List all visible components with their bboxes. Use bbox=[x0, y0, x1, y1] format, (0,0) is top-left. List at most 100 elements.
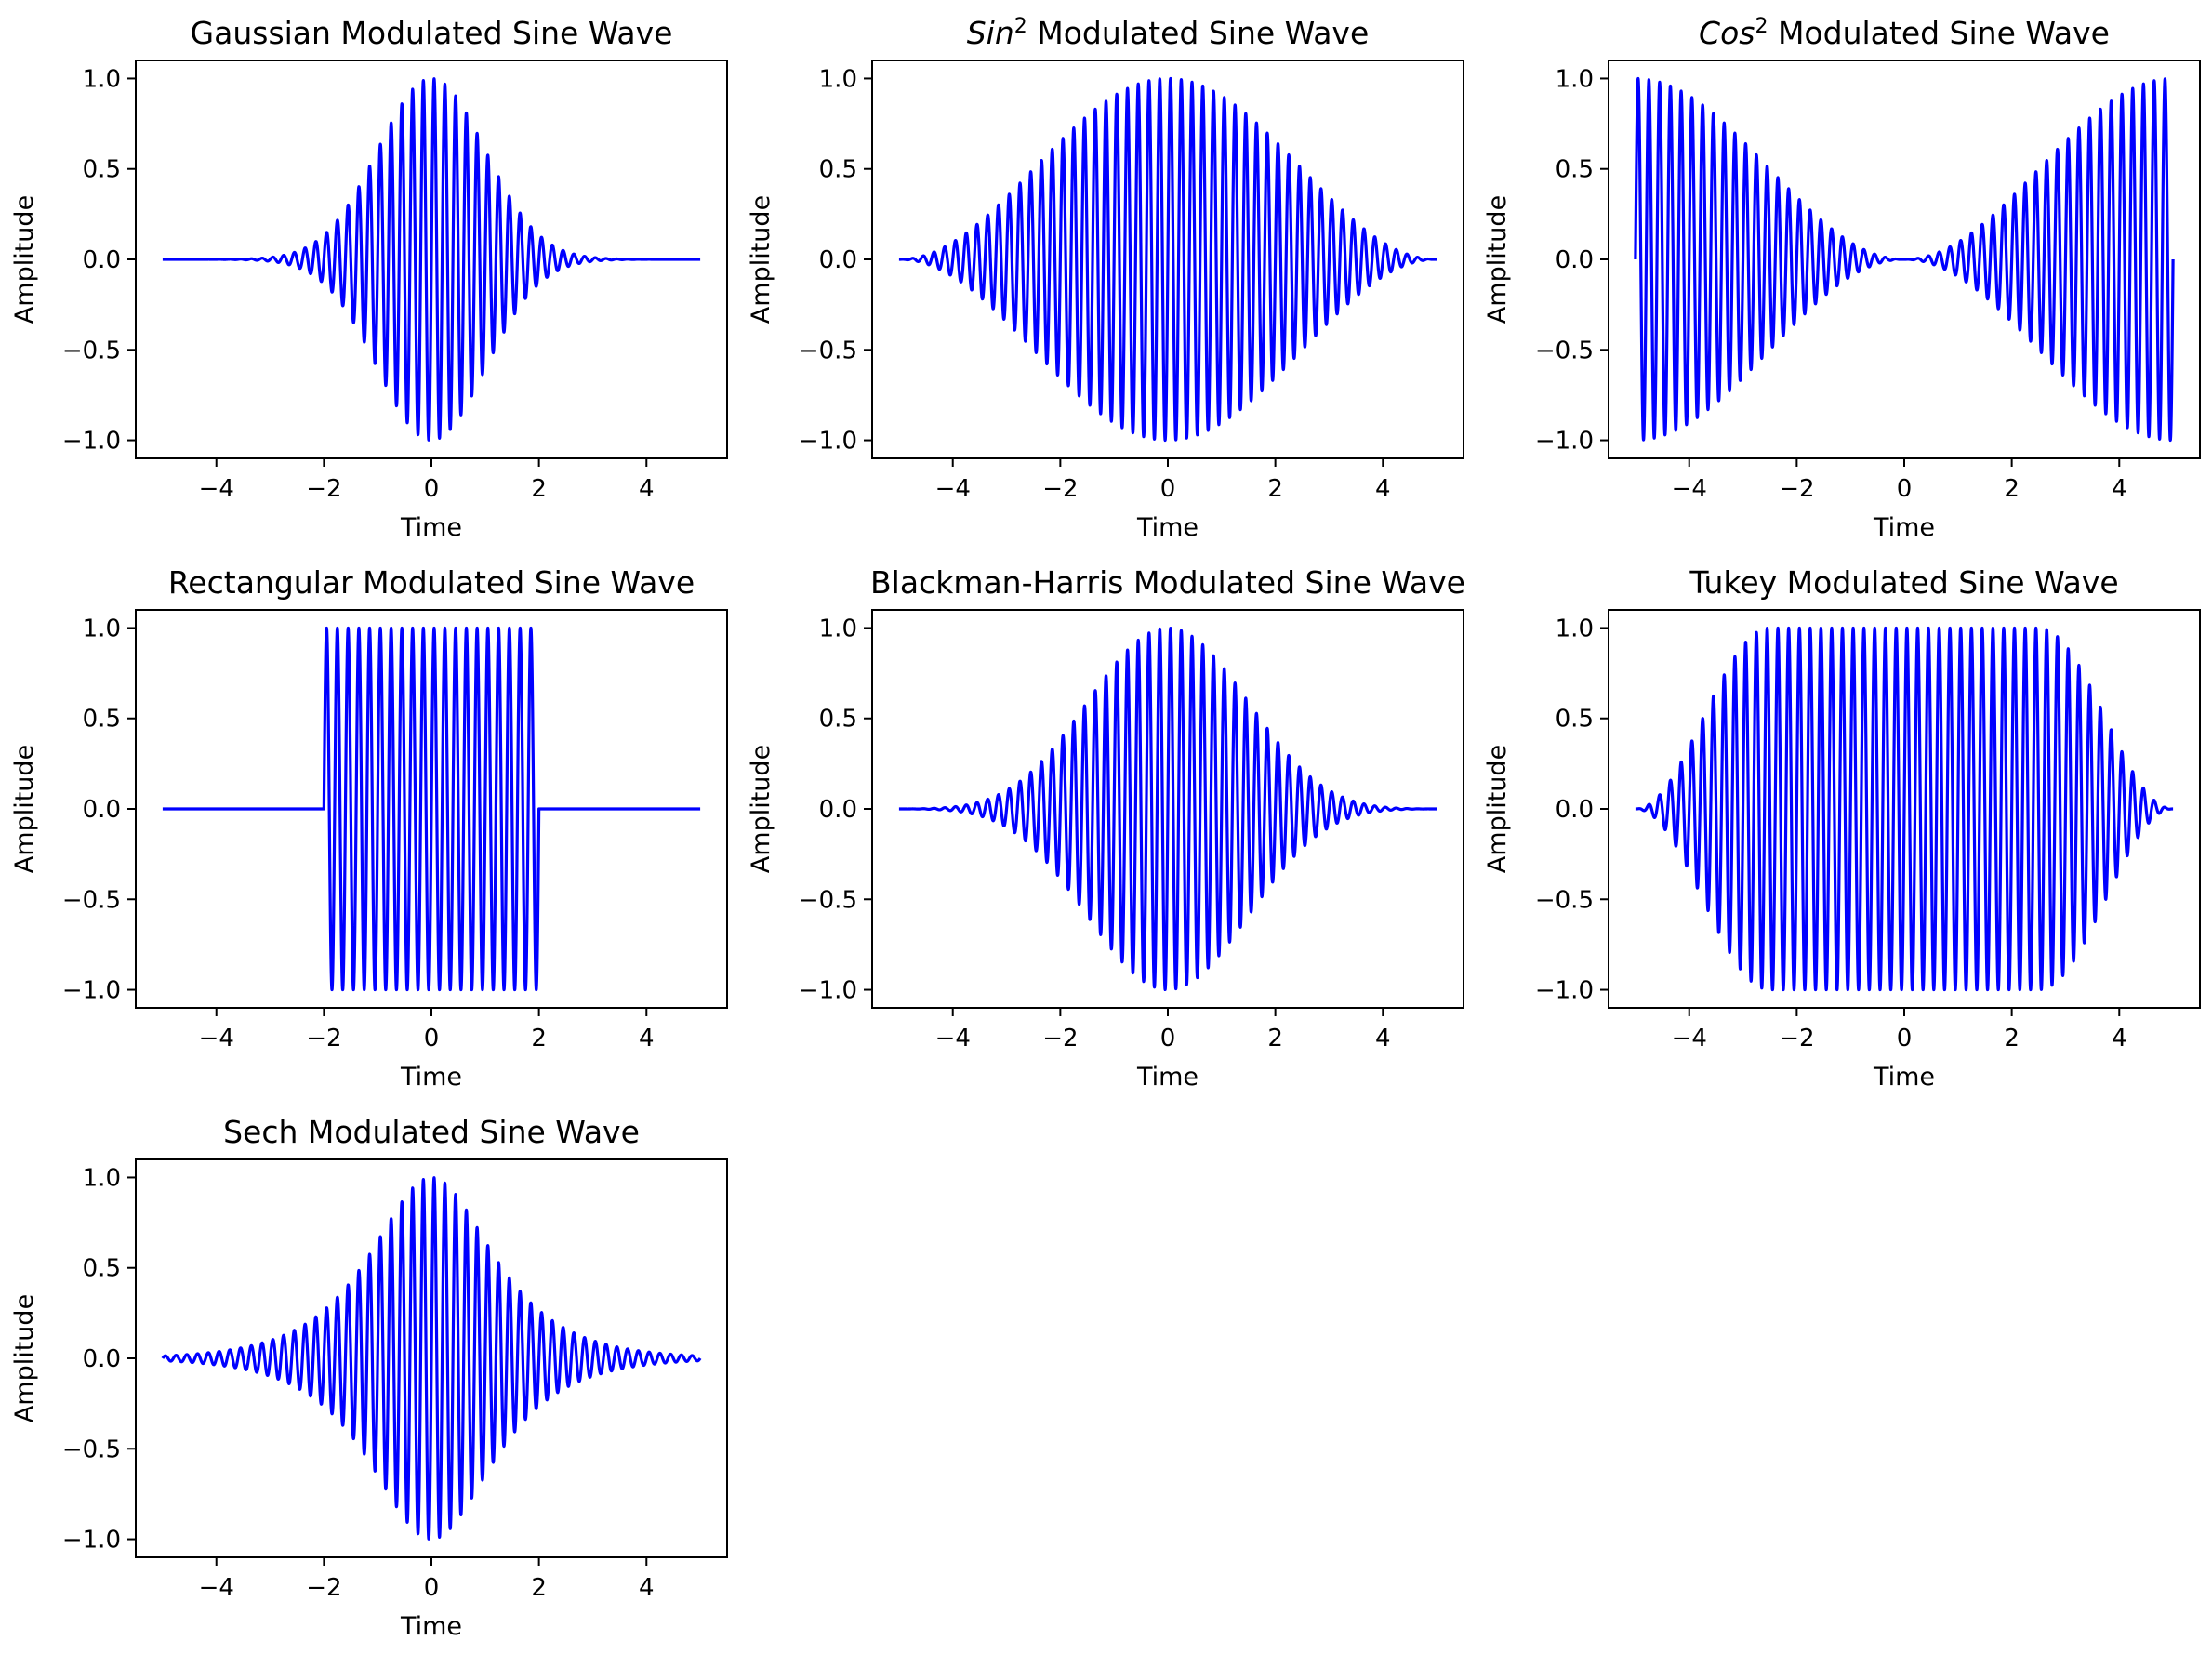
y-tick-label: −0.5 bbox=[799, 886, 857, 914]
series-line bbox=[1634, 626, 2175, 992]
y-tick-label: −0.5 bbox=[62, 886, 121, 914]
subplot-title: Tukey Modulated Sine Wave bbox=[1689, 564, 2118, 601]
y-tick-label: −0.5 bbox=[799, 337, 857, 364]
y-axis-label: Amplitude bbox=[747, 195, 775, 324]
x-tick-label: 0 bbox=[1160, 475, 1176, 503]
x-axis-label: Time bbox=[400, 513, 462, 542]
y-tick-label: −1.0 bbox=[799, 977, 857, 1005]
y-tick-label: 0.5 bbox=[83, 156, 121, 184]
y-tick-label: 0.0 bbox=[83, 796, 121, 824]
x-axis-label: Time bbox=[1873, 513, 1935, 542]
x-tick-label: 0 bbox=[1160, 1025, 1176, 1052]
x-tick-label: 4 bbox=[639, 475, 655, 503]
y-tick-label: −0.5 bbox=[62, 1436, 121, 1463]
y-tick-label: 1.0 bbox=[1556, 615, 1594, 642]
x-axis-label: Time bbox=[400, 1612, 462, 1641]
title-exponent: 2 bbox=[1755, 15, 1768, 38]
y-axis-label: Amplitude bbox=[747, 745, 775, 873]
y-tick-label: −1.0 bbox=[62, 977, 121, 1005]
y-tick-label: 0.5 bbox=[819, 156, 857, 184]
y-tick-label: −1.0 bbox=[62, 428, 121, 456]
x-tick-label: −4 bbox=[199, 1025, 234, 1052]
x-tick-label: −4 bbox=[935, 1025, 971, 1052]
subplot-title: Sin2 Modulated Sine Wave bbox=[967, 15, 1370, 51]
x-tick-label: −2 bbox=[306, 475, 341, 503]
x-axis-label: Time bbox=[1873, 1063, 1935, 1092]
series-line bbox=[1634, 76, 2175, 443]
y-tick-label: 0.0 bbox=[819, 246, 857, 274]
y-tick-label: −1.0 bbox=[62, 1527, 121, 1555]
subplot-7: Sech Modulated Sine Wave −4 −2 0 2 4 −1.0 −0.5 0… bbox=[10, 1114, 728, 1641]
x-axis-label: Time bbox=[400, 1063, 462, 1092]
y-tick-label: −1.0 bbox=[799, 428, 857, 456]
x-tick-label: −4 bbox=[199, 475, 234, 503]
subplot-title: Sech Modulated Sine Wave bbox=[223, 1114, 640, 1150]
y-tick-label: 1.0 bbox=[83, 1164, 121, 1192]
x-tick-label: 2 bbox=[531, 1025, 547, 1052]
y-tick-label: 0.5 bbox=[1556, 156, 1594, 184]
x-tick-label: −4 bbox=[1672, 475, 1707, 503]
x-tick-label: −2 bbox=[1042, 1025, 1078, 1052]
x-tick-label: −2 bbox=[1779, 475, 1814, 503]
y-tick-label: 0.0 bbox=[1556, 246, 1594, 274]
x-tick-label: 0 bbox=[1897, 475, 1913, 503]
x-tick-label: 0 bbox=[424, 1574, 440, 1602]
x-tick-label: 4 bbox=[1375, 1025, 1391, 1052]
x-tick-label: −4 bbox=[199, 1574, 234, 1602]
y-tick-label: 1.0 bbox=[1556, 65, 1594, 93]
series-line bbox=[897, 626, 1438, 992]
x-tick-label: 4 bbox=[1375, 475, 1391, 503]
x-tick-label: 0 bbox=[1897, 1025, 1913, 1052]
y-tick-label: 1.0 bbox=[83, 615, 121, 642]
x-tick-label: −2 bbox=[1779, 1025, 1814, 1052]
x-tick-label: 4 bbox=[2112, 475, 2127, 503]
y-tick-label: 0.5 bbox=[1556, 706, 1594, 734]
subplot-4: Rectangular Modulated Sine Wave −4 −2 0 2 4 −1… bbox=[10, 564, 728, 1092]
y-tick-label: 0.5 bbox=[83, 1255, 121, 1283]
x-tick-label: 2 bbox=[2004, 475, 2020, 503]
subplot-5: Blackman-Harris Modulated Sine Wave −4 −2 0… bbox=[747, 564, 1465, 1092]
y-tick-label: −1.0 bbox=[1535, 428, 1594, 456]
y-tick-label: 0.0 bbox=[83, 1345, 121, 1373]
y-tick-label: 1.0 bbox=[819, 615, 857, 642]
x-tick-label: −2 bbox=[306, 1025, 341, 1052]
series-line bbox=[161, 1176, 702, 1541]
x-axis-label: Time bbox=[1136, 513, 1199, 542]
x-tick-label: 0 bbox=[424, 475, 440, 503]
x-tick-label: 2 bbox=[1267, 1025, 1283, 1052]
x-tick-label: 2 bbox=[2004, 1025, 2020, 1052]
x-tick-label: 2 bbox=[531, 475, 547, 503]
x-axis-label: Time bbox=[1136, 1063, 1199, 1092]
x-tick-label: 4 bbox=[639, 1574, 655, 1602]
y-tick-label: −0.5 bbox=[1535, 337, 1594, 364]
y-tick-label: 0.0 bbox=[1556, 796, 1594, 824]
title-rest: Modulated Sine Wave bbox=[1027, 15, 1369, 51]
x-tick-label: 4 bbox=[2112, 1025, 2127, 1052]
y-tick-label: 0.0 bbox=[83, 246, 121, 274]
y-tick-label: 0.5 bbox=[83, 706, 121, 734]
x-tick-label: −4 bbox=[935, 475, 971, 503]
y-tick-label: 0.0 bbox=[819, 796, 857, 824]
y-tick-label: 0.5 bbox=[819, 706, 857, 734]
y-tick-label: 1.0 bbox=[83, 65, 121, 93]
y-tick-label: −0.5 bbox=[1535, 886, 1594, 914]
y-axis-label: Amplitude bbox=[1483, 745, 1512, 873]
title-exponent: 2 bbox=[1014, 15, 1027, 38]
x-tick-label: 4 bbox=[639, 1025, 655, 1052]
y-tick-label: −1.0 bbox=[1535, 977, 1594, 1005]
x-tick-label: −2 bbox=[306, 1574, 341, 1602]
x-tick-label: −4 bbox=[1672, 1025, 1707, 1052]
subplot-6: Tukey Modulated Sine Wave −4 −2 0 2 4 −1.0 −0.5… bbox=[1483, 564, 2201, 1092]
subplot-title: Rectangular Modulated Sine Wave bbox=[168, 564, 695, 601]
subplot-title: Cos2 Modulated Sine Wave bbox=[1699, 15, 2110, 51]
y-tick-label: 1.0 bbox=[819, 65, 857, 93]
series-line bbox=[897, 76, 1438, 443]
y-axis-label: Amplitude bbox=[10, 1294, 39, 1422]
y-axis-label: Amplitude bbox=[10, 745, 39, 873]
subplot-title: Gaussian Modulated Sine Wave bbox=[191, 15, 673, 51]
x-tick-label: 2 bbox=[1267, 475, 1283, 503]
x-tick-label: −2 bbox=[1042, 475, 1078, 503]
subplot-2: Sin2 Modulated Sine Wave −4 −2 0 2 4 −1.0 −0.5 0… bbox=[747, 15, 1464, 542]
